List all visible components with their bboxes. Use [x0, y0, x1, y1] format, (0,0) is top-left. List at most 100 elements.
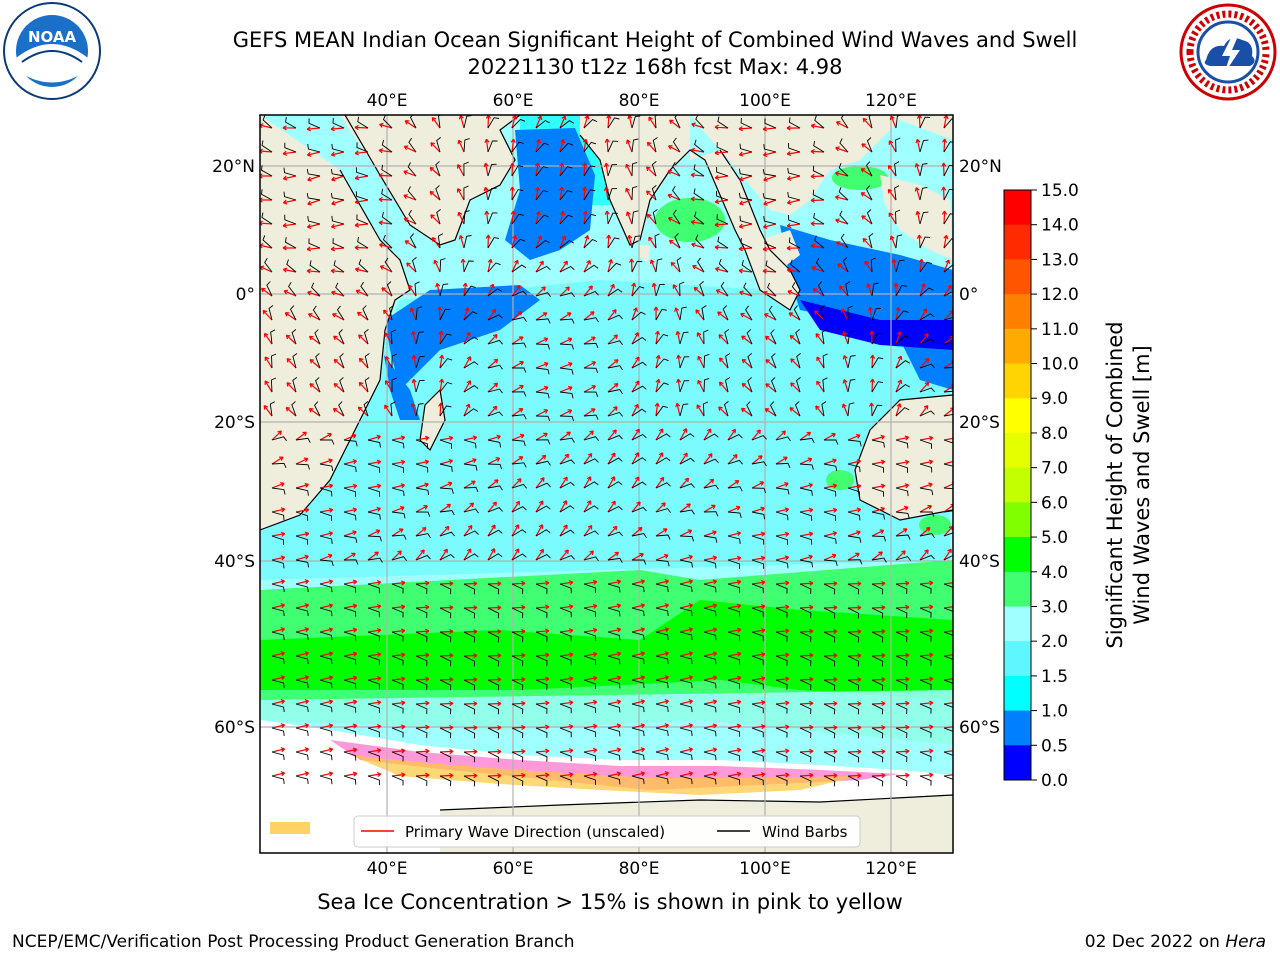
wind-barb	[266, 281, 273, 297]
wave-direction-arrow	[871, 529, 885, 537]
wave-direction-arrow	[271, 579, 286, 585]
wind-barb	[943, 439, 953, 444]
wind-barb	[360, 281, 369, 297]
wave-direction-arrow	[511, 724, 526, 730]
wave-direction-arrow	[631, 675, 646, 681]
wind-barb	[415, 679, 428, 690]
wind-barb	[343, 487, 357, 497]
wave-direction-arrow	[895, 355, 903, 369]
wave-direction-arrow	[823, 531, 838, 537]
wave-direction-arrow	[559, 115, 567, 129]
wind-barb	[271, 679, 285, 689]
wind-barb	[655, 258, 663, 273]
wave-direction-arrow	[487, 725, 502, 731]
wind-barb	[511, 213, 524, 225]
wind-barb	[799, 607, 812, 619]
wind-barb	[943, 751, 953, 756]
wave-direction-arrow	[306, 151, 321, 157]
wave-direction-arrow	[415, 482, 429, 489]
wind-barb	[463, 361, 479, 369]
wind-barb	[436, 137, 441, 153]
colorbar-segment	[1004, 710, 1031, 746]
wind-barb	[866, 137, 873, 153]
wind-barb	[775, 559, 789, 569]
wind-barb	[727, 703, 741, 713]
wave-direction-arrow	[583, 500, 592, 513]
wave-direction-arrow	[559, 138, 565, 153]
legend: Primary Wave Direction (unscaled) Wind B…	[353, 815, 861, 848]
wind-barb	[871, 727, 884, 739]
wave-direction-arrow	[727, 531, 742, 537]
wind-barb	[631, 433, 647, 441]
wave-direction-arrow	[679, 477, 690, 489]
wind-barb	[672, 137, 681, 153]
wave-direction-arrow	[607, 283, 615, 297]
wave-direction-arrow	[439, 676, 454, 683]
wave-direction-arrow	[919, 580, 934, 586]
wind-barb	[319, 727, 333, 737]
wave-direction-arrow	[357, 406, 369, 417]
wave-direction-arrow	[703, 747, 718, 753]
wave-direction-arrow	[727, 579, 742, 585]
wind-barb	[655, 679, 669, 689]
wind-barb	[261, 189, 273, 201]
wave-direction-arrow	[646, 141, 657, 153]
wind-barb	[487, 485, 503, 491]
wave-direction-arrow	[319, 507, 334, 513]
wave-direction-arrow	[439, 604, 454, 611]
wave-direction-arrow	[379, 242, 393, 249]
wind-barb	[740, 117, 753, 129]
wind-barb	[799, 655, 812, 667]
wind-barb	[751, 535, 765, 545]
wave-direction-arrow	[727, 603, 742, 609]
wind-barb	[823, 775, 836, 787]
colorbar-segment	[1004, 398, 1031, 434]
wind-barb	[435, 161, 441, 177]
wave-direction-arrow	[430, 142, 441, 153]
colorbar-tick-label: 14.0	[1041, 216, 1079, 236]
wave-direction-arrow	[786, 223, 801, 229]
wind-barb	[871, 655, 884, 667]
wind-barb	[583, 751, 597, 761]
wave-direction-arrow	[583, 259, 591, 273]
wind-barb	[319, 535, 333, 545]
wind-barb	[870, 257, 877, 273]
wind-barb	[391, 487, 405, 497]
wind-barb	[631, 286, 645, 297]
wave-direction-arrow	[487, 524, 496, 537]
wave-direction-arrow	[343, 699, 358, 705]
wave-direction-arrow	[895, 580, 910, 586]
india-land	[580, 115, 800, 310]
wind-barb	[895, 751, 908, 763]
wind-barb	[308, 118, 321, 129]
wind-barb	[693, 164, 705, 177]
wind-barb	[895, 137, 901, 153]
wave-direction-arrow	[607, 383, 619, 393]
wave-direction-arrow	[691, 242, 705, 249]
wave-direction-arrow	[487, 548, 496, 561]
wave-direction-arrow	[583, 235, 590, 249]
wave-direction-arrow	[823, 458, 837, 465]
wind-barb	[319, 439, 335, 445]
wave-direction-arrow	[343, 530, 357, 537]
wind-barb	[271, 583, 285, 593]
wind-barb	[332, 118, 345, 129]
wave-direction-arrow	[775, 748, 790, 754]
wind-barb	[367, 751, 380, 762]
wind-barb	[319, 559, 334, 567]
wave-direction-arrow	[487, 479, 499, 489]
wave-direction-arrow	[842, 355, 849, 369]
wind-barb	[285, 117, 297, 129]
wind-barb	[895, 285, 907, 297]
wind-barb	[847, 378, 856, 393]
wave-direction-arrow	[741, 335, 753, 345]
wind-barb	[487, 388, 503, 394]
wind-barb	[511, 655, 524, 667]
wind-barb	[390, 401, 396, 417]
wind-barb	[367, 557, 383, 563]
wind-barb	[414, 281, 420, 297]
wind-barb	[367, 631, 380, 642]
wave-direction-arrow	[842, 379, 849, 393]
wave-direction-arrow	[271, 699, 286, 705]
wind-barb	[295, 751, 309, 761]
